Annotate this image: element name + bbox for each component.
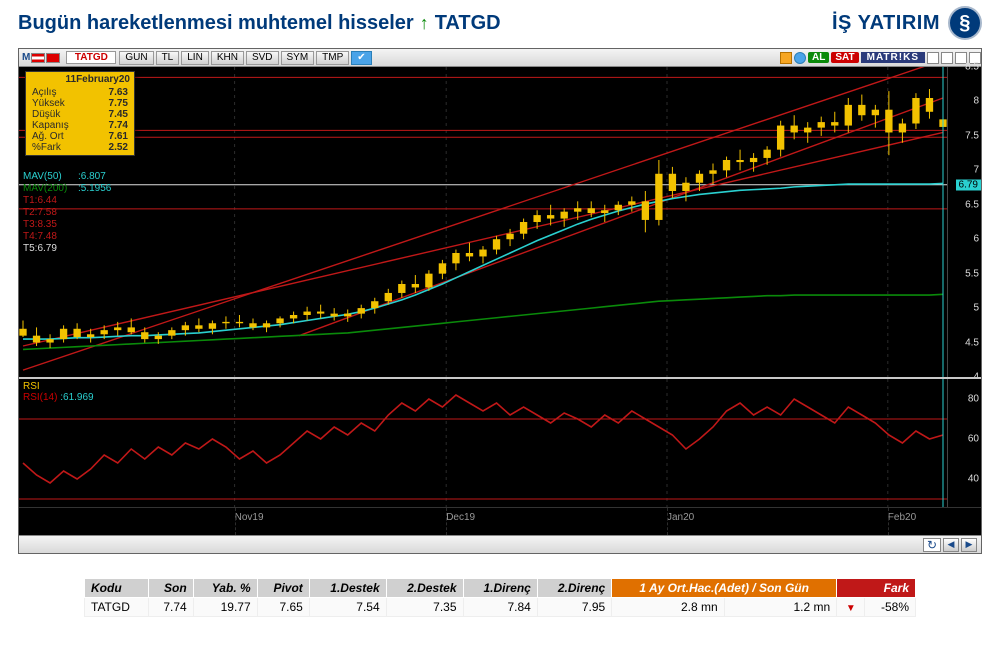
x-axis: Nov19 Dec19 Jan20 Feb20: [19, 507, 981, 535]
min-icon[interactable]: [927, 52, 939, 64]
chart-toolbar: M TATGD GUNTLLINKHNSVDSYMTMP ✔ AL SAT MA…: [19, 49, 981, 67]
ohlc-date: 11February20: [30, 74, 130, 87]
ohlc-box: 11February20 Açılış7.63Yüksek7.75Düşük7.…: [25, 71, 135, 156]
down-triangle-icon: ▼: [846, 603, 856, 614]
indicator-list: MAV(50):6.807MAV(200):5.1956T1:6.44T2:7.…: [23, 171, 111, 255]
cell-d1: 7.54: [309, 598, 386, 617]
toolbar-khn-button[interactable]: KHN: [211, 51, 244, 65]
page-header: Bugün hareketlenmesi muhtemel hisseler ↑…: [0, 0, 1000, 42]
refresh-icon[interactable]: [794, 52, 806, 64]
x-axis-label: Nov19: [235, 512, 264, 523]
twitter-button[interactable]: ✔: [351, 51, 371, 65]
chart-panels: 44.555.566.577.588.56.79 11February20 Aç…: [19, 67, 981, 535]
rsi-label: RSI: [23, 381, 94, 392]
prev-button[interactable]: ◀: [943, 538, 959, 552]
cell-fark: -58%: [865, 598, 916, 617]
cell-d2: 7.35: [386, 598, 463, 617]
price-y-axis: 44.555.566.577.588.56.79: [947, 67, 981, 377]
table-row: TATGD7.7419.777.657.547.357.847.952.8 mn…: [85, 598, 916, 617]
brand-logo-icon: §: [948, 6, 982, 40]
brand: İŞ YATIRIM §: [832, 6, 982, 40]
cell-yab: 19.77: [193, 598, 257, 617]
matriks-m-icon: M: [22, 52, 30, 63]
col-header-volume: 1 Ay Ort.Hac.(Adet) / Son Gün: [612, 579, 837, 598]
x-axis-label: Dec19: [446, 512, 475, 523]
col-header: 2.Destek: [386, 579, 463, 598]
title-symbol: TATGD: [435, 12, 501, 35]
title-prefix: Bugün hareketlenmesi muhtemel hisseler: [18, 12, 414, 35]
toolbar-tl-button[interactable]: TL: [156, 51, 180, 65]
x-axis-label: Jan20: [667, 512, 694, 523]
rsi14-label: RSI(14): [23, 392, 57, 403]
matriks-label: MATR!KS: [861, 52, 925, 63]
col-header: 1.Destek: [309, 579, 386, 598]
cell-vol_last: 1.2 mn: [724, 598, 836, 617]
col-header-fark: Fark: [837, 579, 916, 598]
brand-text: İŞ YATIRIM: [832, 12, 940, 35]
col-header: 1.Direnç: [463, 579, 537, 598]
next-button[interactable]: ▶: [961, 538, 977, 552]
flag2-icon: [46, 53, 60, 63]
col-header: Kodu: [85, 579, 149, 598]
cell-fark-icon: ▼: [837, 598, 865, 617]
rsi-chart[interactable]: 406080 RSI RSI(14) :61.969: [19, 377, 981, 507]
col-header: 2.Direnç: [537, 579, 611, 598]
pivot-table: KoduSonYab. %Pivot1.Destek2.Destek1.Dire…: [84, 578, 916, 617]
alert-icon[interactable]: [780, 52, 792, 64]
cell-kodu: TATGD: [85, 598, 149, 617]
cell-vol_avg: 2.8 mn: [612, 598, 724, 617]
chart-window: M TATGD GUNTLLINKHNSVDSYMTMP ✔ AL SAT MA…: [18, 48, 982, 554]
page-title: Bugün hareketlenmesi muhtemel hisseler ↑…: [18, 12, 501, 35]
price-chart[interactable]: 44.555.566.577.588.56.79 11February20 Aç…: [19, 67, 981, 377]
cycle-icon[interactable]: ↻: [923, 538, 941, 552]
toolbar-left-icons: M: [19, 52, 63, 63]
x-axis-label: Feb20: [888, 512, 916, 523]
cell-r1: 7.84: [463, 598, 537, 617]
up-arrow-icon: ↑: [420, 13, 429, 34]
toolbar-gun-button[interactable]: GUN: [119, 51, 153, 65]
toolbar-lin-button[interactable]: LIN: [181, 51, 209, 65]
col-header: Yab. %: [193, 579, 257, 598]
pivot-table-wrap: KoduSonYab. %Pivot1.Destek2.Destek1.Dire…: [84, 578, 982, 617]
cell-son: 7.74: [148, 598, 193, 617]
toolbar-sym-button[interactable]: SYM: [281, 51, 315, 65]
rsi-y-axis: 406080: [947, 379, 981, 507]
toolbar-buttons: GUNTLLINKHNSVDSYMTMP: [119, 51, 351, 65]
twitter-icon: ✔: [357, 52, 365, 63]
buy-button[interactable]: AL: [808, 52, 829, 63]
symbol-input[interactable]: TATGD: [66, 51, 116, 64]
toolbar-tmp-button[interactable]: TMP: [316, 51, 349, 65]
cell-r2: 7.95: [537, 598, 611, 617]
flag-icon: [31, 53, 45, 63]
toolbar-svd-button[interactable]: SVD: [246, 51, 279, 65]
chart-bottom-bar: ↻ ◀ ▶: [19, 535, 981, 553]
col-header: Pivot: [257, 579, 309, 598]
rsi14-value: :61.969: [60, 392, 93, 403]
col-header: Son: [148, 579, 193, 598]
max-icon[interactable]: [941, 52, 953, 64]
cell-pivot: 7.65: [257, 598, 309, 617]
rsi-labels: RSI RSI(14) :61.969: [23, 381, 94, 403]
sell-button[interactable]: SAT: [831, 52, 858, 63]
